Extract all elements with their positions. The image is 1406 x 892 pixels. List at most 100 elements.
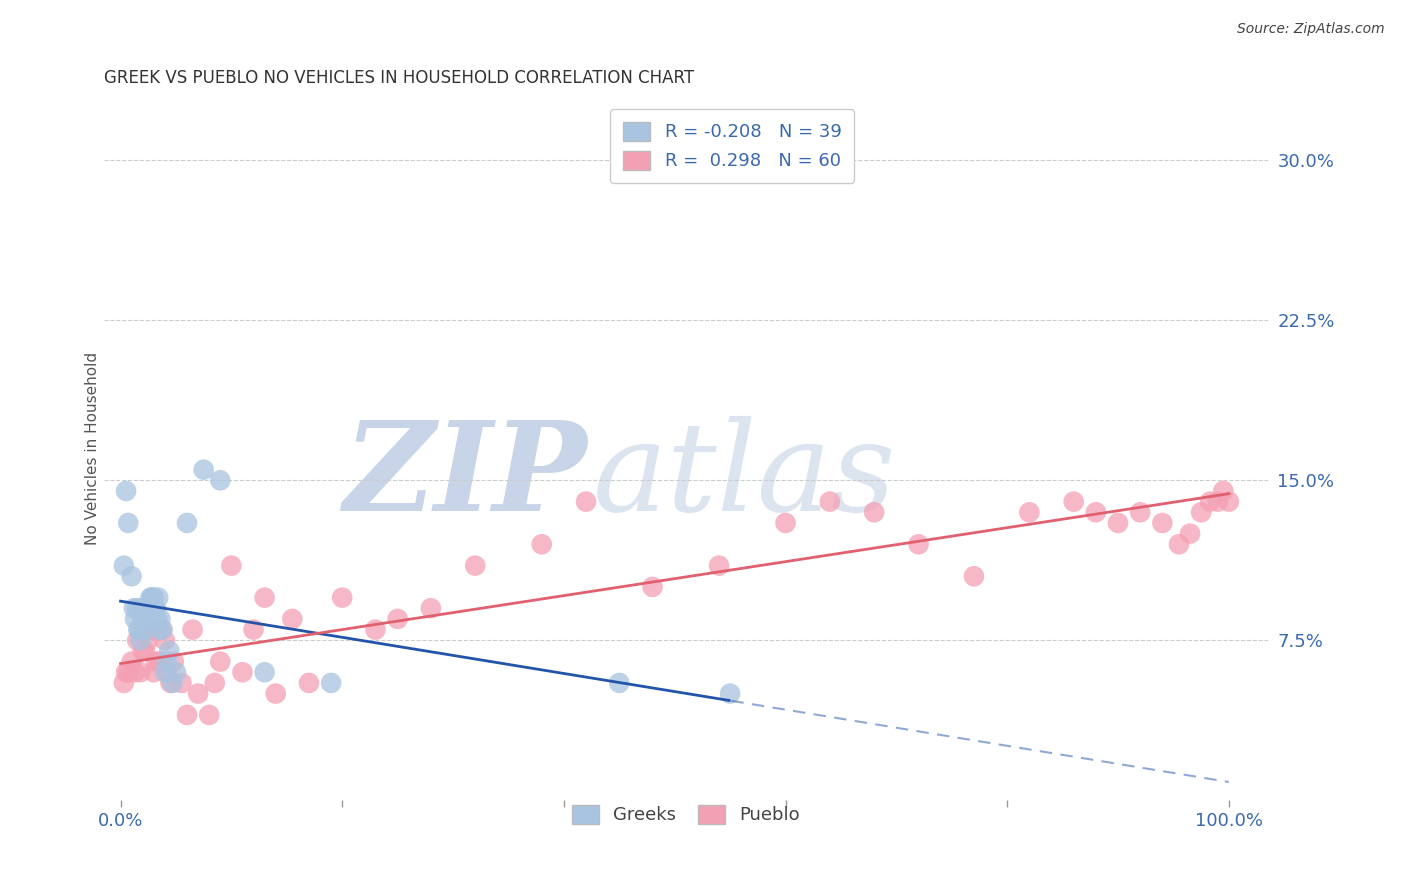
- Point: [117, 516, 139, 530]
- Point: [142, 665, 165, 680]
- Point: [159, 676, 181, 690]
- Point: [641, 580, 664, 594]
- Point: [209, 473, 232, 487]
- Point: [281, 612, 304, 626]
- Point: [131, 612, 153, 626]
- Point: [818, 494, 841, 508]
- Point: [135, 612, 157, 626]
- Point: [253, 665, 276, 680]
- Point: [121, 569, 143, 583]
- Point: [136, 633, 159, 648]
- Point: [707, 558, 730, 573]
- Point: [149, 612, 172, 626]
- Point: [330, 591, 353, 605]
- Point: [193, 463, 215, 477]
- Point: [242, 623, 264, 637]
- Point: [963, 569, 986, 583]
- Point: [1178, 526, 1201, 541]
- Point: [153, 633, 176, 648]
- Text: ZIP: ZIP: [343, 416, 586, 537]
- Legend: Greeks, Pueblo: Greeks, Pueblo: [562, 796, 808, 833]
- Point: [142, 591, 165, 605]
- Point: [132, 612, 155, 626]
- Point: [129, 633, 152, 648]
- Point: [112, 558, 135, 573]
- Y-axis label: No Vehicles in Household: No Vehicles in Household: [86, 351, 100, 545]
- Point: [1129, 505, 1152, 519]
- Point: [122, 601, 145, 615]
- Point: [1199, 494, 1222, 508]
- Point: [156, 655, 179, 669]
- Point: [150, 623, 173, 637]
- Point: [419, 601, 441, 615]
- Point: [162, 676, 184, 690]
- Point: [387, 612, 409, 626]
- Point: [1084, 505, 1107, 519]
- Point: [152, 623, 174, 637]
- Point: [145, 655, 167, 669]
- Point: [264, 687, 287, 701]
- Point: [163, 655, 186, 669]
- Point: [134, 644, 156, 658]
- Point: [1206, 494, 1229, 508]
- Point: [863, 505, 886, 519]
- Point: [153, 665, 176, 680]
- Point: [1018, 505, 1040, 519]
- Point: [115, 665, 138, 680]
- Point: [198, 707, 221, 722]
- Point: [253, 591, 276, 605]
- Point: [127, 633, 149, 648]
- Point: [1189, 505, 1212, 519]
- Point: [141, 623, 163, 637]
- Point: [1107, 516, 1129, 530]
- Point: [146, 612, 169, 626]
- Point: [176, 516, 198, 530]
- Point: [718, 687, 741, 701]
- Point: [136, 612, 159, 626]
- Point: [143, 601, 166, 615]
- Point: [165, 665, 187, 680]
- Text: atlas: atlas: [593, 416, 896, 537]
- Point: [134, 623, 156, 637]
- Point: [530, 537, 553, 551]
- Point: [156, 665, 179, 680]
- Point: [148, 591, 170, 605]
- Point: [298, 676, 321, 690]
- Point: [131, 601, 153, 615]
- Point: [170, 676, 193, 690]
- Point: [148, 623, 170, 637]
- Point: [127, 623, 149, 637]
- Point: [464, 558, 486, 573]
- Point: [231, 665, 253, 680]
- Point: [148, 655, 170, 669]
- Point: [1063, 494, 1085, 508]
- Point: [129, 665, 152, 680]
- Text: GREEK VS PUEBLO NO VEHICLES IN HOUSEHOLD CORRELATION CHART: GREEK VS PUEBLO NO VEHICLES IN HOUSEHOLD…: [104, 69, 695, 87]
- Point: [575, 494, 598, 508]
- Point: [136, 612, 159, 626]
- Point: [145, 601, 167, 615]
- Point: [112, 676, 135, 690]
- Point: [204, 676, 226, 690]
- Point: [1218, 494, 1240, 508]
- Point: [131, 644, 153, 658]
- Point: [124, 612, 146, 626]
- Point: [187, 687, 209, 701]
- Point: [1168, 537, 1191, 551]
- Point: [139, 591, 162, 605]
- Point: [364, 623, 387, 637]
- Point: [115, 483, 138, 498]
- Point: [775, 516, 797, 530]
- Point: [176, 707, 198, 722]
- Point: [141, 591, 163, 605]
- Point: [127, 601, 149, 615]
- Point: [321, 676, 343, 690]
- Point: [121, 655, 143, 669]
- Point: [128, 623, 150, 637]
- Point: [209, 655, 232, 669]
- Point: [124, 665, 146, 680]
- Point: [157, 644, 180, 658]
- Point: [1212, 483, 1234, 498]
- Point: [607, 676, 630, 690]
- Point: [181, 623, 204, 637]
